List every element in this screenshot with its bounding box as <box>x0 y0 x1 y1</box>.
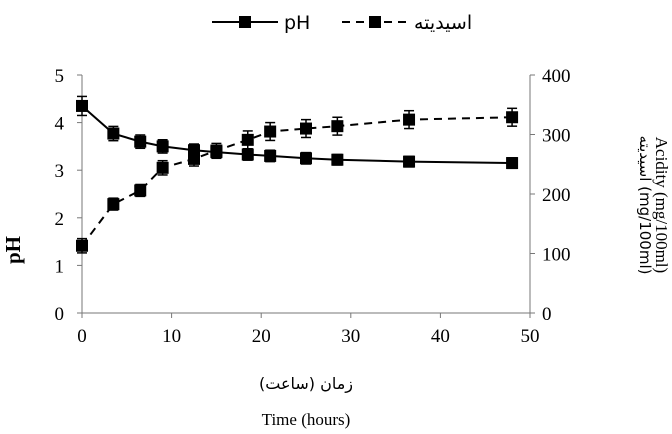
x-tick-label: 50 <box>521 326 540 347</box>
data-point-marker <box>134 184 147 197</box>
right-y-axis-label-fa: اسیدیته (mg/100ml) <box>636 136 654 275</box>
x-axis-label-en: Time (hours) <box>262 410 351 429</box>
x-tick-label: 30 <box>341 326 360 347</box>
data-point-marker <box>264 149 277 162</box>
right-y-tick-label: 100 <box>542 245 571 266</box>
data-point-marker <box>264 125 277 138</box>
data-point-marker <box>156 140 169 153</box>
right-y-ticks: 0 100 200 300 400 <box>530 66 571 325</box>
left-y-ticks: 0 1 2 3 4 5 <box>55 66 82 325</box>
x-tick-label: 20 <box>252 326 271 347</box>
data-point-marker <box>241 148 254 161</box>
left-y-tick-label: 3 <box>55 161 65 182</box>
legend-ph-marker <box>239 16 251 28</box>
series-line <box>81 105 513 165</box>
right-y-tick-label: 200 <box>542 185 571 206</box>
series-line <box>81 116 513 247</box>
data-point-marker <box>156 161 169 174</box>
left-y-tick-label: 0 <box>55 304 65 325</box>
data-point-marker <box>76 99 88 112</box>
series-layer <box>76 95 519 254</box>
data-point-marker <box>300 122 312 135</box>
data-point-marker <box>506 157 519 170</box>
legend: pH اسیدیته <box>212 12 472 34</box>
legend-ph-label: pH <box>284 12 310 34</box>
data-point-marker <box>331 153 344 166</box>
left-y-tick-label: 1 <box>55 256 65 277</box>
x-ticks: 0 10 20 30 40 50 <box>77 313 540 347</box>
data-point-marker <box>107 127 120 140</box>
legend-acidity-marker <box>369 16 381 28</box>
data-point-marker <box>331 120 344 133</box>
left-y-axis-label: pH <box>1 236 25 264</box>
left-y-tick-label: 2 <box>55 209 65 230</box>
data-point-marker <box>403 155 416 168</box>
data-point-marker <box>107 198 120 211</box>
series-ph <box>76 95 519 170</box>
left-y-tick-label: 4 <box>55 114 65 135</box>
data-point-marker <box>76 239 88 252</box>
x-tick-label: 40 <box>431 326 450 347</box>
x-tick-label: 0 <box>77 326 87 347</box>
right-y-axis-label-en: Acidity (mg/100ml) <box>652 137 671 273</box>
data-point-marker <box>210 144 223 157</box>
x-axis-label-fa: زمان (ساعت) <box>259 374 353 394</box>
left-y-tick-label: 5 <box>55 66 65 87</box>
data-point-marker <box>506 111 519 124</box>
data-point-marker <box>134 135 147 148</box>
data-point-marker <box>188 152 200 165</box>
right-y-tick-label: 400 <box>542 66 571 87</box>
series-acidity <box>76 107 519 254</box>
x-tick-label: 10 <box>162 326 181 347</box>
data-point-marker <box>241 133 254 146</box>
data-point-marker <box>300 152 312 165</box>
data-point-marker <box>403 113 416 126</box>
right-y-tick-label: 300 <box>542 126 571 147</box>
right-y-tick-label: 0 <box>542 304 552 325</box>
legend-acidity-label: اسیدیته <box>414 12 472 34</box>
